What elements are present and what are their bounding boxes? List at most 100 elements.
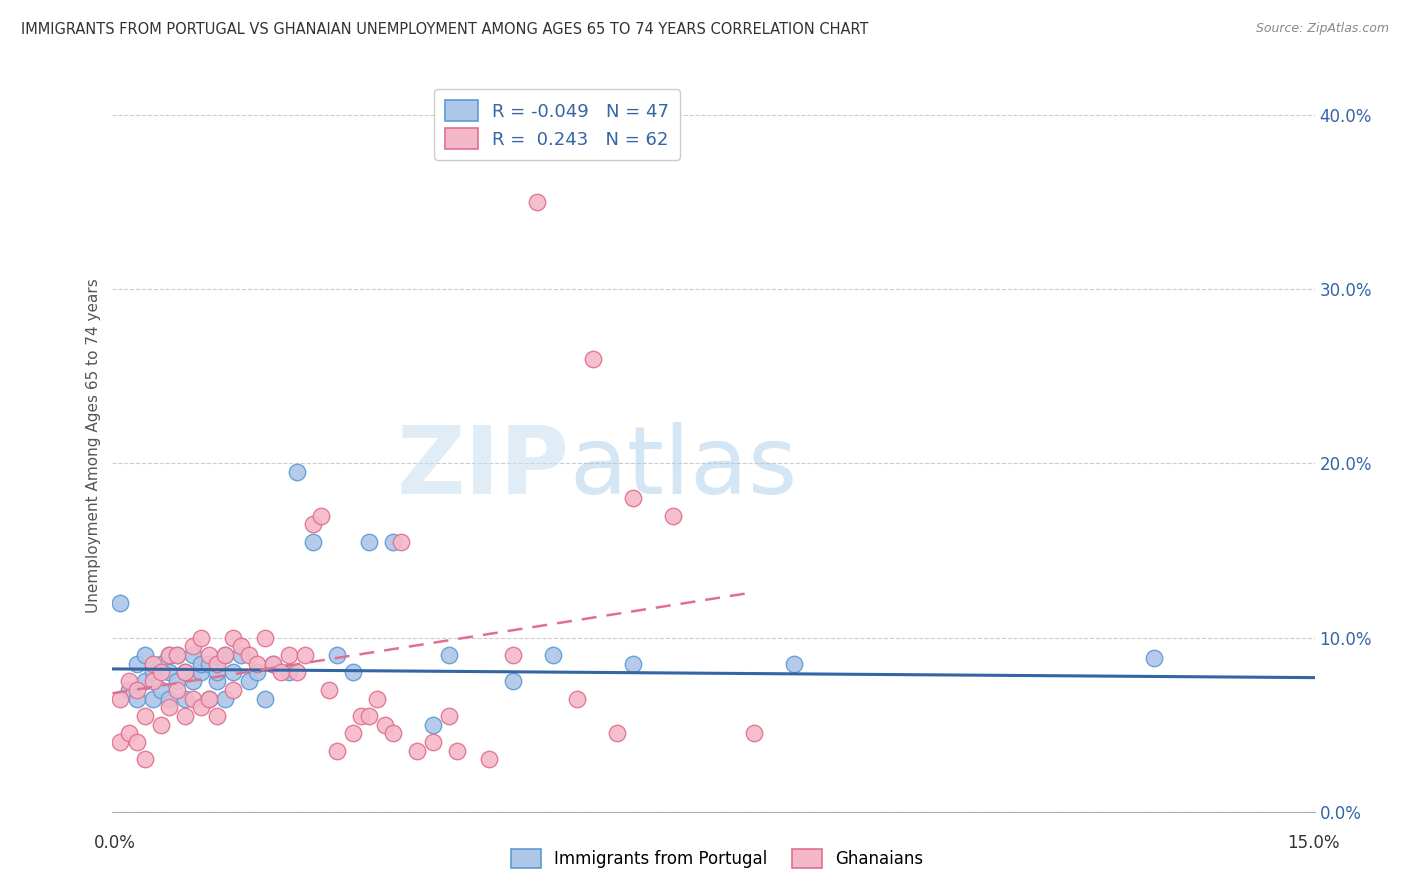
Point bbox=[246, 665, 269, 680]
Point bbox=[134, 674, 156, 689]
Point bbox=[382, 726, 405, 740]
Point bbox=[157, 700, 180, 714]
Point bbox=[181, 691, 204, 706]
Point bbox=[190, 665, 212, 680]
Point bbox=[173, 691, 195, 706]
Point bbox=[173, 665, 195, 680]
Legend: R = -0.049   N = 47, R =  0.243   N = 62: R = -0.049 N = 47, R = 0.243 N = 62 bbox=[434, 89, 681, 160]
Point bbox=[222, 631, 245, 645]
Point bbox=[117, 726, 139, 740]
Point bbox=[134, 709, 156, 723]
Point bbox=[285, 665, 308, 680]
Point bbox=[342, 726, 364, 740]
Point bbox=[149, 657, 172, 671]
Point bbox=[502, 648, 524, 662]
Point bbox=[229, 640, 252, 654]
Point bbox=[389, 534, 412, 549]
Point bbox=[437, 709, 460, 723]
Point bbox=[110, 596, 132, 610]
Point bbox=[567, 691, 589, 706]
Point bbox=[478, 752, 501, 766]
Point bbox=[1143, 651, 1166, 665]
Point bbox=[157, 691, 180, 706]
Point bbox=[277, 665, 299, 680]
Text: atlas: atlas bbox=[569, 422, 797, 514]
Point bbox=[181, 674, 204, 689]
Point bbox=[157, 665, 180, 680]
Point bbox=[262, 657, 284, 671]
Point bbox=[166, 648, 188, 662]
Point bbox=[134, 648, 156, 662]
Point bbox=[422, 735, 444, 749]
Point bbox=[662, 508, 685, 523]
Point bbox=[166, 648, 188, 662]
Point bbox=[350, 709, 373, 723]
Point bbox=[446, 744, 468, 758]
Point bbox=[181, 648, 204, 662]
Point bbox=[197, 657, 219, 671]
Point bbox=[326, 744, 349, 758]
Point bbox=[214, 648, 236, 662]
Point bbox=[277, 648, 299, 662]
Point bbox=[141, 657, 163, 671]
Point bbox=[238, 674, 260, 689]
Point bbox=[166, 682, 188, 697]
Point bbox=[197, 691, 219, 706]
Point bbox=[110, 735, 132, 749]
Point bbox=[205, 665, 228, 680]
Point bbox=[285, 465, 308, 479]
Point bbox=[197, 691, 219, 706]
Point bbox=[141, 691, 163, 706]
Point bbox=[166, 674, 188, 689]
Point bbox=[110, 691, 132, 706]
Point bbox=[606, 726, 628, 740]
Point bbox=[214, 648, 236, 662]
Point bbox=[134, 752, 156, 766]
Point bbox=[526, 195, 548, 210]
Point bbox=[246, 657, 269, 671]
Point bbox=[205, 709, 228, 723]
Point bbox=[205, 657, 228, 671]
Point bbox=[157, 648, 180, 662]
Point bbox=[222, 682, 245, 697]
Point bbox=[437, 648, 460, 662]
Point bbox=[357, 534, 380, 549]
Point bbox=[374, 717, 396, 731]
Point bbox=[141, 674, 163, 689]
Point bbox=[582, 351, 605, 366]
Point bbox=[117, 674, 139, 689]
Point bbox=[205, 674, 228, 689]
Text: 15.0%: 15.0% bbox=[1286, 834, 1340, 852]
Point bbox=[357, 709, 380, 723]
Point bbox=[157, 648, 180, 662]
Point bbox=[406, 744, 429, 758]
Point bbox=[422, 717, 444, 731]
Point bbox=[262, 657, 284, 671]
Point bbox=[149, 682, 172, 697]
Point bbox=[326, 648, 349, 662]
Point bbox=[190, 700, 212, 714]
Point bbox=[197, 648, 219, 662]
Point bbox=[238, 648, 260, 662]
Point bbox=[294, 648, 316, 662]
Point bbox=[302, 534, 325, 549]
Point bbox=[214, 691, 236, 706]
Point bbox=[253, 631, 276, 645]
Point bbox=[125, 682, 148, 697]
Point bbox=[302, 517, 325, 532]
Point bbox=[543, 648, 565, 662]
Point bbox=[173, 665, 195, 680]
Text: IMMIGRANTS FROM PORTUGAL VS GHANAIAN UNEMPLOYMENT AMONG AGES 65 TO 74 YEARS CORR: IMMIGRANTS FROM PORTUGAL VS GHANAIAN UNE… bbox=[21, 22, 869, 37]
Point bbox=[149, 665, 172, 680]
Point bbox=[229, 648, 252, 662]
Text: Source: ZipAtlas.com: Source: ZipAtlas.com bbox=[1256, 22, 1389, 36]
Point bbox=[621, 657, 644, 671]
Point bbox=[190, 631, 212, 645]
Point bbox=[366, 691, 388, 706]
Legend: Immigrants from Portugal, Ghanaians: Immigrants from Portugal, Ghanaians bbox=[503, 842, 931, 875]
Point bbox=[222, 665, 245, 680]
Point bbox=[190, 657, 212, 671]
Point bbox=[125, 735, 148, 749]
Point bbox=[125, 691, 148, 706]
Point bbox=[318, 682, 340, 697]
